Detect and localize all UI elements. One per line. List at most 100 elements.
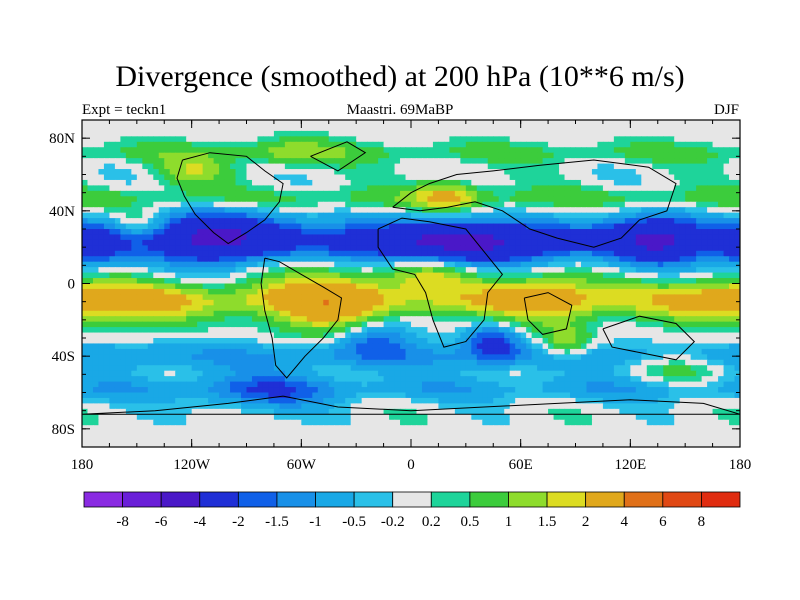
field-cell (482, 218, 489, 225)
field-cell (323, 305, 330, 312)
field-cell (219, 278, 226, 285)
field-cell (339, 223, 346, 230)
field-cell (82, 196, 89, 203)
field-cell (301, 190, 308, 197)
field-cell (82, 136, 89, 143)
field-cell (284, 125, 291, 132)
field-cell (471, 305, 478, 312)
field-cell (158, 185, 165, 192)
field-cell (378, 147, 385, 154)
field-cell (635, 294, 642, 301)
field-cell (608, 136, 615, 143)
field-cell (180, 288, 187, 295)
field-cell (213, 250, 220, 257)
field-cell (548, 147, 555, 154)
field-cell (219, 256, 226, 263)
field-cell (279, 294, 286, 301)
field-cell (476, 190, 483, 197)
field-cell (339, 343, 346, 350)
field-cell (164, 343, 171, 350)
field-cell (202, 152, 209, 159)
field-cell (158, 310, 165, 317)
field-cell (235, 272, 242, 279)
field-cell (531, 338, 538, 345)
field-cell (707, 185, 714, 192)
field-cell (641, 316, 648, 323)
field-cell (158, 196, 165, 203)
field-cell (235, 163, 242, 170)
field-cell (175, 125, 182, 132)
field-cell (509, 272, 516, 279)
field-cell (427, 343, 434, 350)
field-cell (652, 283, 659, 290)
field-cell (125, 272, 132, 279)
field-cell (520, 196, 527, 203)
field-cell (323, 272, 330, 279)
field-cell (559, 234, 566, 241)
field-cell (389, 234, 396, 241)
field-cell (515, 212, 522, 219)
field-cell (257, 256, 264, 263)
field-cell (202, 179, 209, 186)
field-cell (169, 125, 176, 132)
field-cell (208, 218, 215, 225)
field-cell (147, 294, 154, 301)
field-cell (734, 327, 740, 334)
field-cell (98, 316, 105, 323)
field-cell (624, 299, 631, 306)
field-cell (690, 201, 697, 208)
field-cell (493, 256, 500, 263)
field-cell (432, 196, 440, 203)
field-cell (509, 338, 516, 345)
field-cell (164, 316, 171, 323)
field-cell (520, 179, 527, 186)
field-cell (301, 332, 308, 339)
field-cell (350, 283, 357, 290)
field-cell (416, 294, 423, 301)
field-cell (372, 229, 379, 236)
field-cell (186, 223, 193, 230)
field-cell (570, 185, 577, 192)
field-cell (262, 229, 270, 236)
field-cell (378, 158, 385, 165)
field-cell (602, 316, 609, 323)
field-cell (460, 120, 467, 127)
field-cell (718, 234, 725, 241)
field-cell (416, 158, 423, 165)
field-cell (630, 338, 637, 345)
field-cell (421, 125, 429, 132)
field-cell (82, 332, 89, 339)
field-cell (92, 283, 100, 290)
field-cell (679, 267, 686, 274)
field-cell (241, 250, 248, 257)
field-cell (378, 234, 385, 241)
field-cell (657, 294, 664, 301)
field-cell (668, 267, 675, 274)
field-cell (652, 218, 659, 225)
field-cell (657, 147, 664, 154)
field-cell (164, 310, 171, 317)
field-cell (575, 169, 582, 176)
field-cell (471, 130, 478, 137)
field-cell (685, 234, 692, 241)
field-cell (268, 158, 275, 165)
field-cell (432, 125, 440, 132)
field-cell (142, 218, 149, 225)
field-cell (608, 261, 615, 268)
field-cell (87, 256, 94, 263)
field-cell (460, 163, 467, 170)
field-cell (186, 332, 193, 339)
field-cell (427, 299, 434, 306)
field-cell (537, 196, 544, 203)
field-cell (570, 338, 577, 345)
field-cell (471, 234, 478, 241)
field-cell (531, 158, 538, 165)
field-cell (295, 169, 302, 176)
field-cell (246, 207, 253, 214)
field-cell (493, 185, 500, 192)
field-cell (427, 207, 434, 214)
field-cell (575, 201, 582, 208)
field-cell (564, 201, 571, 208)
field-cell (241, 229, 248, 236)
field-cell (630, 272, 637, 279)
